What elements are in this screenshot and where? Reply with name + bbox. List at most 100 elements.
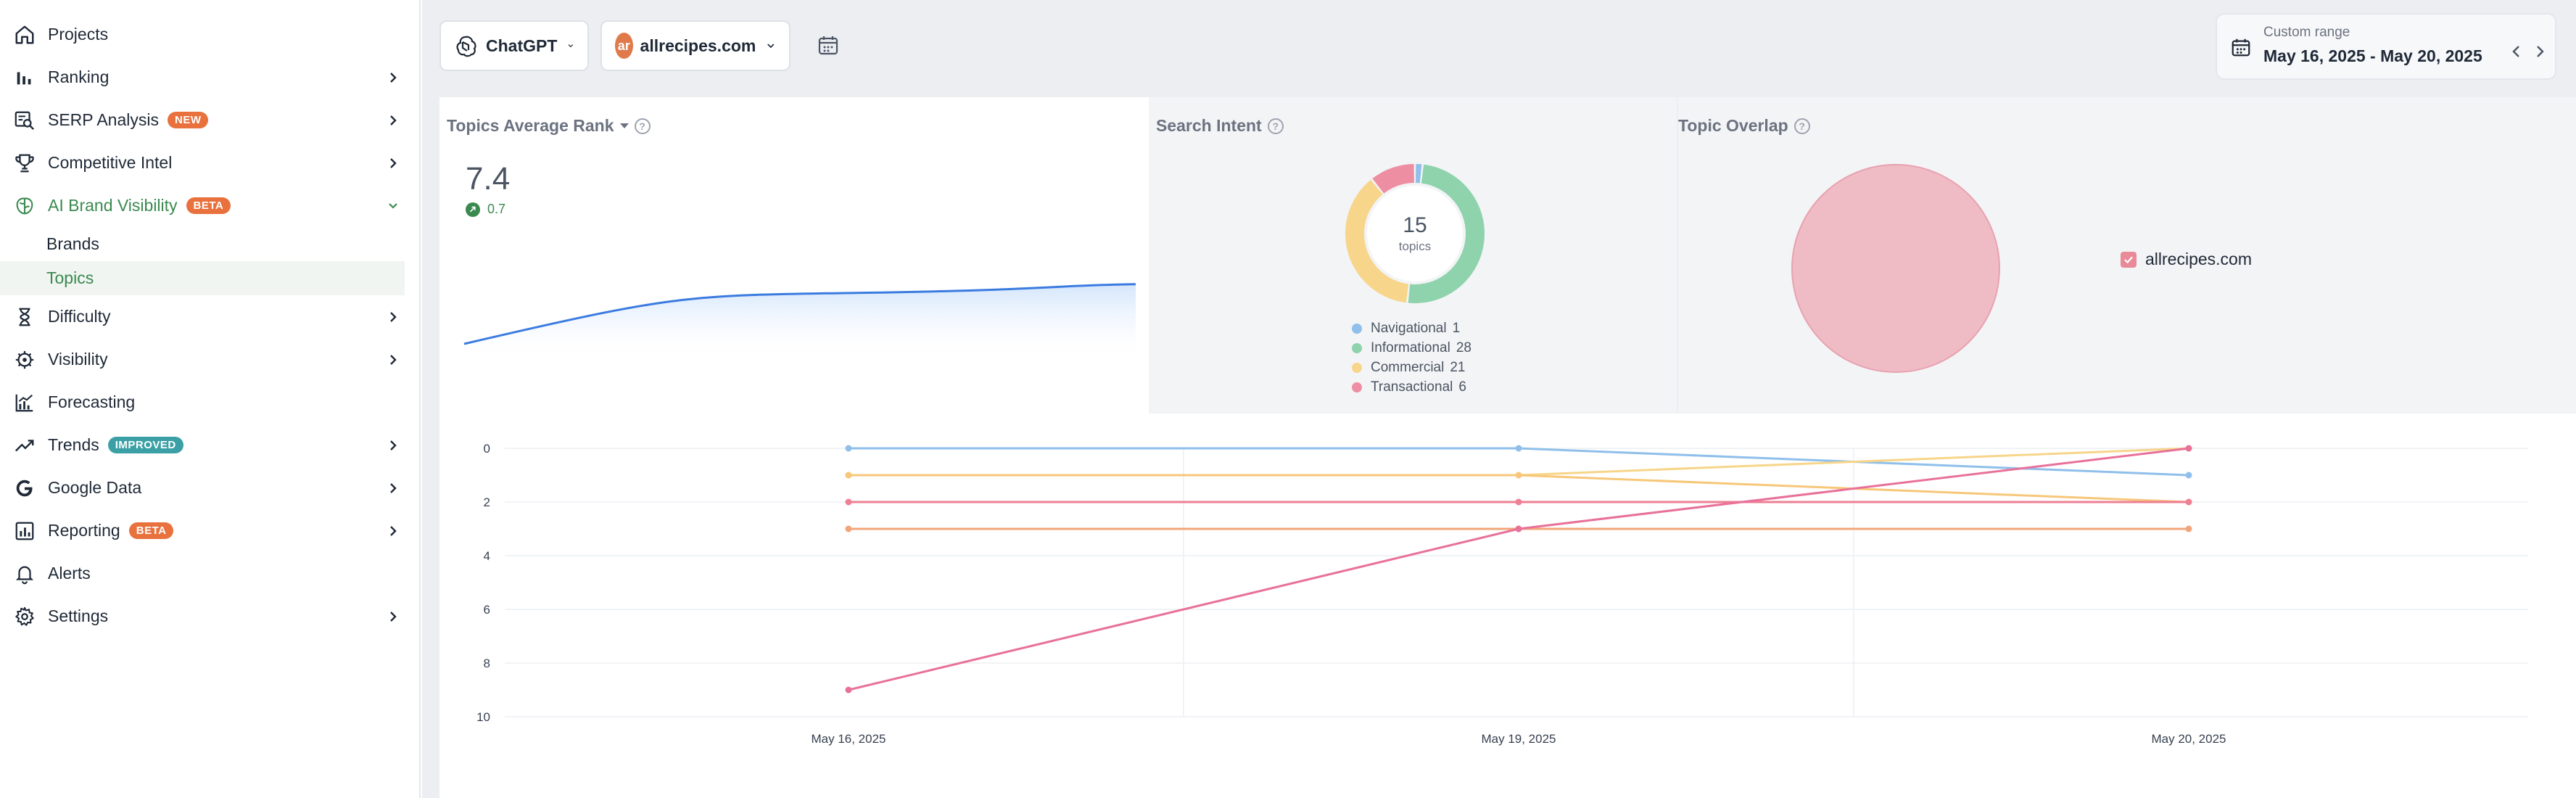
sidebar-item-label: AI Brand Visibility — [48, 196, 178, 215]
chevron-right-icon[interactable] — [386, 156, 400, 170]
series-line[interactable] — [849, 447, 2189, 477]
chevron-right-icon[interactable] — [386, 310, 400, 324]
rank-delta: 0.7 — [466, 202, 505, 217]
sidebar-item-serp-analysis[interactable]: SERP Analysis NEW — [0, 99, 419, 141]
sidebar-item-alerts[interactable]: Alerts — [0, 552, 419, 595]
series-line[interactable] — [849, 447, 2189, 477]
y-tick-label: 2 — [484, 495, 490, 509]
sidebar-item-settings[interactable]: Settings — [0, 595, 419, 638]
calendar-icon — [2232, 38, 2250, 57]
intent-legend-count: 1 — [1452, 321, 1461, 336]
chevron-right-icon[interactable] — [386, 524, 400, 538]
overlap-legend-label: allrecipes.com — [2145, 250, 2252, 268]
donut-total-label: topics — [1399, 239, 1431, 253]
report-icon — [13, 519, 36, 543]
chevron-right-icon[interactable] — [386, 438, 400, 453]
rank-value: 7.4 — [466, 161, 511, 197]
checkbox-icon[interactable] — [2121, 251, 2137, 268]
series-point[interactable] — [845, 472, 852, 479]
sidebar-item-google-data[interactable]: Google Data — [0, 466, 419, 509]
intent-legend-label: Transactional — [1371, 379, 1453, 395]
intent-legend-item[interactable]: Commercial 21 — [1352, 360, 1466, 376]
sidebar-item-label: Ranking — [48, 67, 110, 86]
chevron-left-icon[interactable] — [2509, 44, 2525, 59]
series-point[interactable] — [845, 686, 852, 694]
caret-down-icon — [619, 123, 629, 128]
trend-up-icon — [13, 434, 36, 457]
overlap-title: Topic Overlap ? — [1678, 116, 1810, 136]
series-point[interactable] — [1515, 472, 1522, 479]
chevron-right-icon[interactable] — [386, 353, 400, 367]
rank-line — [463, 283, 1136, 345]
series-point[interactable] — [2185, 525, 2192, 532]
sidebar-item-label: Forecasting — [48, 392, 136, 411]
sidebar-subitem-topics[interactable]: Topics — [0, 261, 405, 295]
series-point[interactable] — [1515, 445, 1522, 452]
series-point[interactable] — [845, 445, 852, 452]
intent-legend-count: 6 — [1458, 379, 1466, 395]
rank-area-chart — [463, 283, 1136, 358]
series-line[interactable] — [848, 447, 2189, 691]
x-tick-label: May 19, 2025 — [1481, 732, 1556, 746]
intent-legend-item[interactable]: Informational 28 — [1352, 340, 1471, 356]
overlap-title-text: Topic Overlap — [1678, 116, 1788, 135]
series-point[interactable] — [845, 498, 852, 506]
hourglass-icon — [13, 305, 36, 329]
sidebar-item-visibility[interactable]: Visibility — [0, 338, 419, 381]
sidebar-item-label: Google Data — [48, 478, 142, 497]
donut-slice-commercial[interactable] — [1345, 179, 1409, 303]
engine-select[interactable]: ChatGPT — [439, 20, 589, 71]
series-point[interactable] — [2185, 445, 2192, 452]
chevron-right-icon[interactable] — [2532, 44, 2548, 59]
sidebar-item-reporting[interactable]: Reporting BETA — [0, 509, 419, 552]
sidebar-item-competitive-intel[interactable]: Competitive Intel — [0, 141, 419, 184]
chevron-down-icon[interactable] — [386, 199, 400, 213]
sidebar-item-forecasting[interactable]: Forecasting — [0, 381, 419, 424]
chevron-right-icon[interactable] — [386, 70, 400, 85]
intent-legend-item[interactable]: Navigational 1 — [1352, 321, 1460, 337]
series-point[interactable] — [845, 525, 852, 532]
sidebar-badge: BETA — [128, 522, 174, 539]
y-tick-label: 10 — [476, 710, 490, 724]
help-icon[interactable]: ? — [1793, 118, 1810, 134]
sidebar-item-label: Settings — [48, 606, 109, 625]
sidebar-item-label: Projects — [48, 25, 109, 44]
series-point[interactable] — [1515, 498, 1522, 506]
eye-gear-icon — [13, 348, 36, 371]
arrow-up-icon — [466, 202, 480, 217]
domain-select[interactable]: ar allrecipes.com — [600, 20, 790, 71]
sidebar-item-ai-brand-visibility[interactable]: AI Brand Visibility BETA — [0, 184, 419, 227]
intent-legend-count: 28 — [1456, 340, 1471, 355]
series-point[interactable] — [1515, 525, 1522, 532]
sidebar-item-projects[interactable]: Projects — [0, 13, 419, 56]
google-icon — [13, 477, 36, 500]
chevron-down-icon — [767, 44, 775, 49]
donut-slice-transactional[interactable] — [1372, 164, 1414, 194]
y-tick-label: 4 — [484, 549, 490, 563]
rank-title[interactable]: Topics Average Rank ? — [447, 116, 651, 136]
donut-slice-navigational[interactable] — [1416, 164, 1422, 184]
series-point[interactable] — [2185, 498, 2192, 506]
series-point[interactable] — [2185, 472, 2192, 479]
sidebar-item-label: Trends — [48, 435, 99, 454]
nav-list: Projects Ranking SERP Analysis NEW Competiti… — [0, 13, 419, 638]
sidebar-item-trends[interactable]: Trends IMPROVED — [0, 424, 419, 466]
help-icon[interactable]: ? — [1267, 118, 1284, 134]
overlap-legend[interactable]: allrecipes.com — [2121, 250, 2252, 269]
help-icon[interactable]: ? — [634, 118, 651, 134]
intent-legend-item[interactable]: Transactional 6 — [1352, 379, 1466, 395]
sidebar-subitem-brands[interactable]: Brands — [46, 234, 99, 253]
sidebar-item-ranking[interactable]: Ranking — [0, 56, 419, 99]
legend-dot-icon — [1352, 363, 1362, 373]
chevron-right-icon[interactable] — [386, 481, 400, 495]
date-range-picker[interactable]: Custom range May 16, 2025 - May 20, 2025 — [2216, 13, 2556, 80]
series-line[interactable] — [849, 474, 2189, 503]
donut-slice-informational[interactable] — [1408, 164, 1485, 304]
brain-icon — [13, 194, 36, 218]
home-icon — [13, 23, 36, 46]
chevron-right-icon[interactable] — [386, 609, 400, 624]
sidebar-item-difficulty[interactable]: Difficulty — [0, 295, 419, 338]
intent-legend-label: Informational — [1371, 340, 1450, 355]
calendar-icon[interactable] — [817, 33, 840, 57]
chevron-right-icon[interactable] — [386, 113, 400, 128]
